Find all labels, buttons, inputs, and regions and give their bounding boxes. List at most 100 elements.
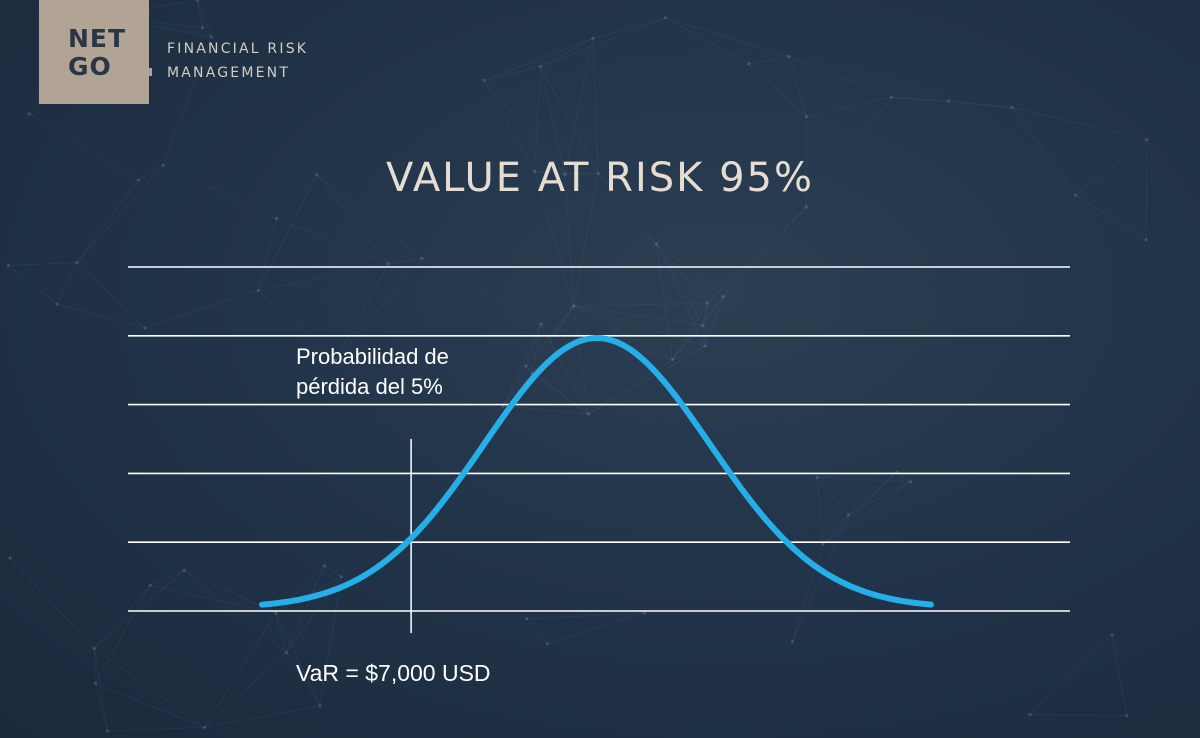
network-link	[149, 569, 185, 586]
network-link	[891, 96, 1012, 108]
network-node	[6, 263, 11, 268]
network-link	[93, 648, 205, 728]
network-link	[665, 17, 790, 57]
network-link	[656, 243, 706, 347]
network-link	[257, 174, 318, 291]
network-node	[572, 304, 576, 308]
network-link	[791, 543, 824, 642]
network-link	[816, 477, 824, 545]
network-link	[93, 585, 151, 649]
network-link	[202, 27, 212, 38]
network-link	[1111, 634, 1128, 716]
network-link	[656, 243, 704, 326]
network-link	[707, 296, 724, 304]
network-link	[540, 66, 599, 174]
network-node	[525, 617, 529, 621]
network-node	[105, 729, 109, 733]
network-node	[1110, 633, 1114, 637]
network-node	[846, 513, 851, 517]
network-node	[563, 172, 567, 176]
network-node	[75, 260, 79, 265]
network-node	[890, 95, 894, 99]
brand-tagline-line1: FINANCIAL RISK	[167, 41, 309, 57]
network-link	[672, 325, 704, 360]
network-node	[315, 173, 319, 177]
network-link	[539, 66, 566, 175]
network-link	[573, 305, 706, 347]
network-link	[275, 612, 287, 653]
network-link	[204, 705, 321, 728]
network-link	[162, 36, 212, 166]
network-link	[525, 365, 533, 375]
network-link	[573, 173, 599, 307]
network-link	[93, 569, 185, 649]
network-link	[573, 243, 657, 307]
network-link	[324, 565, 342, 577]
network-link	[525, 324, 542, 367]
logo-text-net: NET	[68, 24, 127, 53]
network-link	[704, 303, 708, 347]
brand-logo: NET GO	[39, 0, 149, 104]
network-link	[748, 63, 807, 117]
network-link	[483, 80, 536, 172]
network-node	[27, 112, 31, 116]
network-node	[539, 322, 543, 326]
network-link	[276, 218, 389, 265]
network-link	[848, 481, 911, 516]
network-node	[200, 26, 205, 30]
network-link	[335, 258, 423, 361]
brand-tagline-line2: MANAGEMENT	[167, 65, 291, 81]
network-node	[256, 288, 260, 293]
network-link	[573, 305, 589, 414]
network-link	[534, 171, 575, 307]
network-link	[257, 290, 336, 361]
network-link	[388, 257, 423, 265]
network-link	[791, 514, 849, 642]
network-node	[747, 62, 751, 66]
network-link	[93, 648, 108, 732]
network-link	[526, 618, 548, 645]
network-node	[1073, 193, 1078, 197]
network-link	[822, 472, 898, 545]
network-link	[162, 164, 277, 219]
network-link	[540, 17, 666, 68]
logo-dot	[140, 68, 152, 76]
network-link	[816, 477, 849, 516]
network-link	[805, 96, 893, 208]
network-link	[276, 174, 318, 219]
network-link	[531, 324, 542, 374]
network-link	[573, 305, 673, 361]
network-node	[1010, 105, 1014, 110]
network-link	[76, 262, 146, 329]
network-node	[420, 256, 424, 260]
network-link	[540, 37, 594, 67]
network-node	[209, 35, 214, 39]
network-link	[95, 683, 108, 732]
network-link	[564, 173, 657, 245]
annotation-line1: Probabilidad de	[296, 344, 449, 369]
network-node	[804, 114, 808, 119]
network-link	[526, 612, 645, 620]
network-link	[592, 17, 666, 39]
network-node	[318, 704, 322, 708]
network-link	[1030, 714, 1127, 717]
network-link	[540, 323, 589, 415]
network-link	[665, 17, 750, 65]
network-link	[335, 263, 389, 361]
network-link	[534, 171, 565, 175]
network-node	[947, 99, 951, 103]
network-link	[316, 174, 423, 259]
network-link	[655, 243, 673, 360]
network-node	[182, 568, 186, 572]
network-node	[8, 556, 12, 560]
network-node	[386, 262, 390, 266]
network-link	[76, 179, 139, 263]
network-link	[285, 652, 321, 707]
network-link	[564, 38, 594, 175]
network-link	[319, 576, 342, 706]
network-node	[1144, 238, 1148, 242]
network-link	[573, 305, 703, 327]
var-value-label: VaR = $7,000 USD	[296, 660, 491, 686]
network-link	[483, 37, 593, 81]
